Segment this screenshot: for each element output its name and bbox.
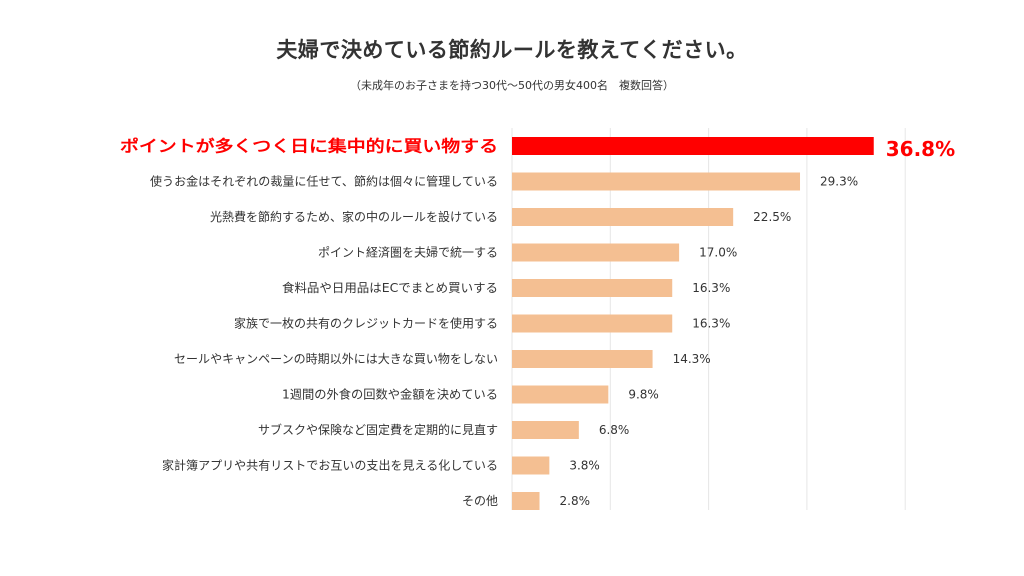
category-labels: ポイントが多くつく日に集中的に買い物する使うお金はそれぞれの裁量に任せて、節約は… <box>120 137 498 509</box>
value-label: 16.3% <box>692 317 730 331</box>
value-label: 16.3% <box>692 281 730 295</box>
category-label: ポイントが多くつく日に集中的に買い物する <box>120 137 498 156</box>
category-label: セールやキャンペーンの時期以外には大きな買い物をしない <box>174 352 498 366</box>
value-label: 29.3% <box>820 175 858 189</box>
category-label: 光熱費を節約するため、家の中のルールを設けている <box>210 209 498 224</box>
category-label: サブスクや保険など固定費を定期的に見直す <box>258 422 498 437</box>
chart-title: 夫婦で決めている節約ルールを教えてください。 <box>276 38 748 62</box>
category-label: 家族で一枚の共有のクレジットカードを使用する <box>234 316 498 331</box>
bar <box>512 208 734 226</box>
value-label: 6.8% <box>599 423 630 437</box>
bar <box>512 385 609 404</box>
bar <box>512 456 550 475</box>
chart-subtitle: （未成年のお子さまを持つ30代〜50代の男女400名 複数回答） <box>350 79 674 92</box>
category-label: 使うお金はそれぞれの裁量に任せて、節約は個々に管理している <box>150 174 498 189</box>
value-labels: 36.8% 29.3% 22.5% 17.0% 16.3% 16.3% 14.3% 9.8% 6… <box>560 137 956 508</box>
value-label: 17.0% <box>699 246 737 260</box>
value-label: 3.8% <box>569 459 600 473</box>
bar <box>512 314 673 333</box>
bars <box>512 137 874 510</box>
value-label: 2.8% <box>560 494 591 508</box>
bar <box>512 137 874 155</box>
bar <box>512 172 801 191</box>
category-label: 1週間の外食の回数や金額を決めている <box>282 387 498 402</box>
value-label: 14.3% <box>673 352 711 366</box>
bar <box>512 421 579 439</box>
bar <box>512 492 540 510</box>
bar <box>512 350 653 368</box>
category-label: 家計簿アプリや共有リストでお互いの支出を見える化している <box>162 458 498 473</box>
category-label: ポイント経済圏を夫婦で統一する <box>318 245 498 260</box>
bar <box>512 243 680 262</box>
value-label: 36.8% <box>886 137 955 161</box>
bar <box>512 279 673 297</box>
category-label: その他 <box>462 494 498 508</box>
value-label: 9.8% <box>628 388 659 402</box>
category-label: 食料品や日用品はECでまとめ買いする <box>282 280 498 295</box>
value-label: 22.5% <box>753 210 791 224</box>
